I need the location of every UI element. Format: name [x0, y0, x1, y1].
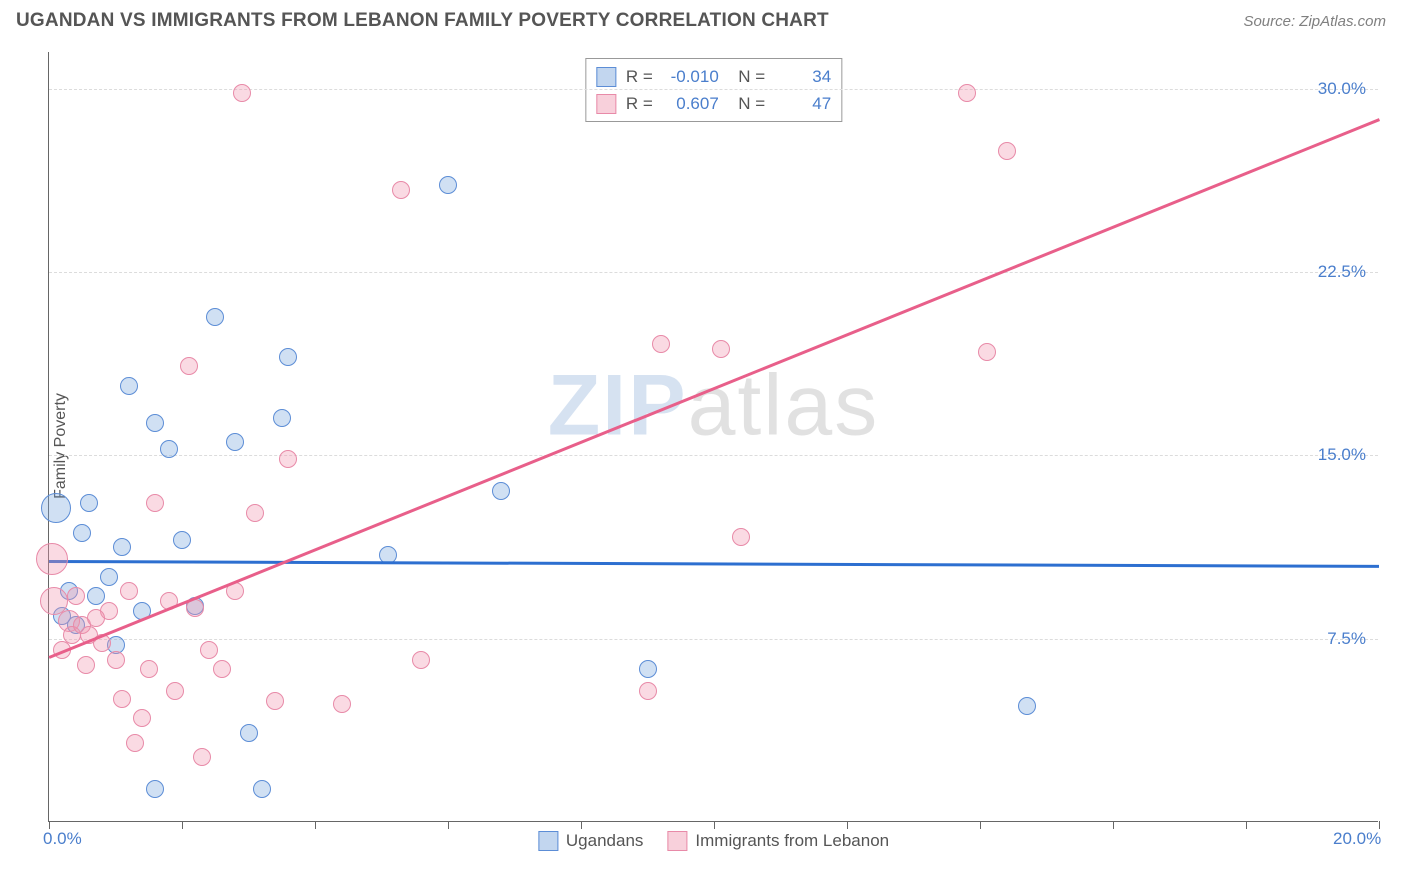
stats-row-lebanon: R = 0.607 N = 47	[596, 90, 831, 117]
y-tick-label: 15.0%	[1318, 445, 1366, 465]
data-point	[113, 690, 131, 708]
data-point	[160, 440, 178, 458]
legend-item-lebanon: Immigrants from Lebanon	[667, 831, 889, 851]
x-tick-mark	[182, 821, 183, 829]
trend-line	[49, 118, 1380, 658]
data-point	[77, 656, 95, 674]
swatch-ugandans	[596, 67, 616, 87]
source-attribution: Source: ZipAtlas.com	[1243, 13, 1386, 30]
data-point	[240, 724, 258, 742]
data-point	[80, 494, 98, 512]
data-point	[113, 538, 131, 556]
data-point	[146, 780, 164, 798]
x-tick-mark	[847, 821, 848, 829]
data-point	[492, 482, 510, 500]
x-tick-mark	[980, 821, 981, 829]
data-point	[36, 543, 68, 575]
data-point	[126, 734, 144, 752]
watermark: ZIPatlas	[548, 356, 879, 455]
data-point	[140, 660, 158, 678]
data-point	[186, 599, 204, 617]
data-point	[639, 682, 657, 700]
data-point	[279, 348, 297, 366]
data-point	[639, 660, 657, 678]
data-point	[107, 651, 125, 669]
data-point	[279, 450, 297, 468]
data-point	[978, 343, 996, 361]
x-tick-mark	[1379, 821, 1380, 829]
data-point	[266, 692, 284, 710]
trend-line	[49, 560, 1379, 567]
data-point	[652, 335, 670, 353]
y-tick-label: 7.5%	[1327, 629, 1366, 649]
data-point	[120, 377, 138, 395]
data-point	[253, 780, 271, 798]
stats-legend-box: R = -0.010 N = 34 R = 0.607 N = 47	[585, 58, 842, 122]
data-point	[412, 651, 430, 669]
data-point	[213, 660, 231, 678]
x-tick-mark	[1246, 821, 1247, 829]
x-tick-mark	[315, 821, 316, 829]
y-tick-label: 30.0%	[1318, 79, 1366, 99]
data-point	[1018, 697, 1036, 715]
data-point	[439, 176, 457, 194]
data-point	[273, 409, 291, 427]
gridline-h	[49, 455, 1378, 456]
data-point	[206, 308, 224, 326]
data-point	[998, 142, 1016, 160]
data-point	[333, 695, 351, 713]
data-point	[41, 493, 71, 523]
data-point	[87, 587, 105, 605]
data-point	[233, 84, 251, 102]
x-tick-label: 0.0%	[43, 829, 82, 849]
x-tick-mark	[1113, 821, 1114, 829]
data-point	[100, 568, 118, 586]
swatch-ugandans	[538, 831, 558, 851]
x-tick-mark	[714, 821, 715, 829]
x-tick-label: 20.0%	[1333, 829, 1381, 849]
data-point	[180, 357, 198, 375]
swatch-lebanon	[596, 94, 616, 114]
data-point	[200, 641, 218, 659]
data-point	[712, 340, 730, 358]
data-point	[732, 528, 750, 546]
gridline-h	[49, 272, 1378, 273]
x-tick-mark	[49, 821, 50, 829]
bottom-legend: Ugandans Immigrants from Lebanon	[538, 831, 889, 851]
data-point	[146, 414, 164, 432]
data-point	[73, 524, 91, 542]
data-point	[146, 494, 164, 512]
y-tick-label: 22.5%	[1318, 262, 1366, 282]
gridline-h	[49, 639, 1378, 640]
data-point	[120, 582, 138, 600]
x-tick-mark	[448, 821, 449, 829]
scatter-chart: ZIPatlas R = -0.010 N = 34 R = 0.607 N =…	[48, 52, 1378, 822]
legend-item-ugandans: Ugandans	[538, 831, 644, 851]
chart-title: UGANDAN VS IMMIGRANTS FROM LEBANON FAMIL…	[16, 10, 829, 32]
x-tick-mark	[581, 821, 582, 829]
data-point	[67, 587, 85, 605]
swatch-lebanon	[667, 831, 687, 851]
data-point	[133, 709, 151, 727]
data-point	[193, 748, 211, 766]
stats-row-ugandans: R = -0.010 N = 34	[596, 63, 831, 90]
data-point	[87, 609, 105, 627]
data-point	[246, 504, 264, 522]
data-point	[392, 181, 410, 199]
data-point	[958, 84, 976, 102]
data-point	[173, 531, 191, 549]
data-point	[166, 682, 184, 700]
data-point	[226, 433, 244, 451]
